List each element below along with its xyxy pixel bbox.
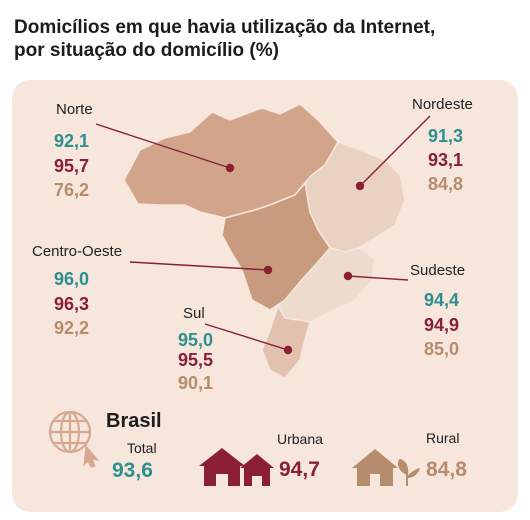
- globe-cursor-icon: [48, 410, 100, 468]
- centro-oeste-rural-value: 92,2: [54, 318, 90, 338]
- brasil-label: Brasil: [106, 410, 162, 432]
- leader-norte: [95, 123, 231, 169]
- sudeste-urbana-value: 94,4: [424, 290, 460, 310]
- centro-oeste-total-value: 96,3: [54, 294, 90, 314]
- sul-rural-value: 90,1: [178, 373, 214, 393]
- sudeste-rural-value: 85,0: [424, 339, 460, 359]
- nordeste-rural-value: 84,8: [428, 174, 464, 194]
- sudeste-total-value: 94,9: [424, 315, 460, 335]
- sul-urbana-value: 95,0: [178, 330, 214, 350]
- region-sul-shape: [261, 304, 311, 379]
- title-line-1: Domicílios em que havia utilização da In…: [14, 17, 436, 38]
- nordeste-urbana-value: 91,3: [428, 126, 464, 146]
- brasil-total-label: Total: [127, 440, 157, 456]
- brasil-total-value: 93,6: [112, 459, 153, 482]
- brasil-urbana-value: 94,7: [279, 458, 320, 481]
- norte-total-value: 95,7: [54, 156, 90, 176]
- sul-total-value: 95,5: [178, 350, 214, 370]
- chart-title: Domicílios em que havia utilização da In…: [14, 16, 524, 62]
- region-label-norte: Norte: [56, 101, 93, 118]
- leader-centro-oeste: [129, 261, 269, 271]
- title-line-2: por situação do domicílio (%): [14, 40, 279, 61]
- norte-urbana-value: 92,1: [54, 131, 90, 151]
- leader-nordeste: [359, 115, 431, 187]
- region-label-sudeste: Sudeste: [410, 262, 466, 279]
- norte-rural-value: 76,2: [54, 180, 90, 200]
- house-plant-icon: [352, 449, 420, 486]
- brasil-urbana-label: Urbana: [277, 431, 323, 447]
- houses-icon: [199, 448, 274, 486]
- region-label-sul: Sul: [183, 305, 205, 322]
- region-sudeste-shape: [277, 247, 376, 323]
- leader-sudeste: [347, 275, 409, 281]
- region-label-centro-oeste: Centro-Oeste: [32, 243, 123, 260]
- nordeste-total-value: 93,1: [428, 150, 464, 170]
- leader-sul: [204, 323, 289, 351]
- centro-oeste-urbana-value: 96,0: [54, 269, 90, 289]
- region-label-nordeste: Nordeste: [412, 96, 473, 113]
- brasil-rural-value: 84,8: [426, 458, 467, 481]
- brasil-rural-label: Rural: [426, 430, 460, 446]
